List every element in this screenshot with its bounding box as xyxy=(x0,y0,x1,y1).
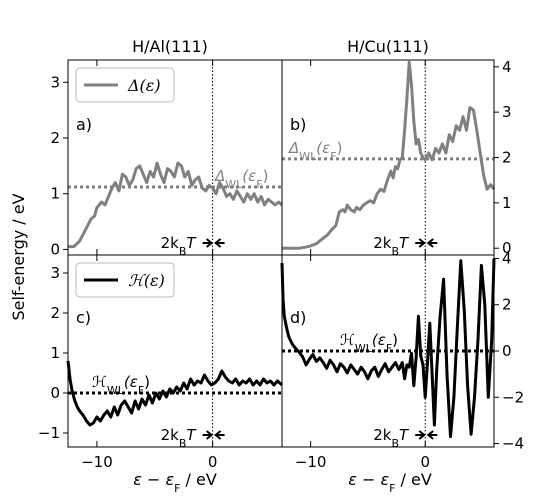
kbt-label: 2kBT xyxy=(161,426,198,450)
y-tick-label: 3 xyxy=(50,73,60,91)
x-tick-label: 0 xyxy=(420,453,430,471)
y-tick-label: 1 xyxy=(50,344,60,362)
y-tick-label: 0 xyxy=(50,240,60,258)
y-tick-label: 1 xyxy=(502,194,512,212)
y-tick-label: 4 xyxy=(502,249,512,267)
y-axis-label: Self-energy / eV xyxy=(9,193,28,320)
x-tick-label: −10 xyxy=(81,453,113,471)
wl-label: ΔWL(εF) xyxy=(288,139,342,163)
panel-2: ΔWL(εF) 2kBT 0 1 2 3 4 b) xyxy=(281,58,512,258)
column-title-left: H/Al(111) xyxy=(132,37,208,56)
x-tick-label: 0 xyxy=(208,453,218,471)
y-tick-label: −1 xyxy=(38,424,60,442)
y-tick-label: −4 xyxy=(502,435,524,453)
series-line xyxy=(66,360,283,427)
y-tick-label: 0 xyxy=(50,384,60,402)
y-tick-label: 0 xyxy=(502,239,512,257)
panel-label: a) xyxy=(76,115,92,134)
x-tick-label: −10 xyxy=(295,453,327,471)
legend-box xyxy=(75,67,175,103)
kbt-arrow-right xyxy=(415,430,426,440)
y-tick-label: 3 xyxy=(50,264,60,282)
y-tick-label: 0 xyxy=(502,342,512,360)
kbt-arrow-right xyxy=(202,238,214,248)
column-title-right: H/Cu(111) xyxy=(347,37,429,56)
y-tick-label: −2 xyxy=(502,388,524,406)
panel-1: ΔWL(εF) 2kBT 0 1 2 3 a) Δ(ε) xyxy=(50,59,283,258)
kbt-arrow-right xyxy=(415,238,426,248)
kbt-label: 2kBT xyxy=(161,234,198,258)
series-line xyxy=(282,60,496,250)
wl-label: ΔWL(εF) xyxy=(214,167,268,191)
series-line xyxy=(280,258,496,439)
y-tick-label: 2 xyxy=(50,304,60,322)
y-tick-label: 2 xyxy=(502,296,512,314)
panel-label: c) xyxy=(76,308,91,327)
panel-label: d) xyxy=(290,308,306,327)
panel-label: b) xyxy=(290,115,306,134)
kbt-arrow-right xyxy=(202,430,214,440)
kbt-label: 2kBT xyxy=(373,426,410,450)
x-axis-label-2: ε − εF / eV xyxy=(348,470,432,495)
legend: ℋ(ε) xyxy=(75,262,175,298)
legend-label: ℋ(ε) xyxy=(128,271,165,290)
kbt-label: 2kBT xyxy=(373,234,410,258)
y-tick-label: 3 xyxy=(502,103,512,121)
panels: ΔWL(εF) 2kBT 0 1 2 3 a) Δ(ε) ΔWL(εF) 2kBT 0 1 2 3 4 b) ℋ… xyxy=(38,58,524,495)
wl-label: ℋWL(εF) xyxy=(92,373,150,397)
y-tick-label: 4 xyxy=(502,58,512,76)
legend-label: Δ(ε) xyxy=(127,76,161,95)
kbt-arrow-left xyxy=(426,238,438,248)
kbt-arrow-left xyxy=(213,238,225,248)
legend: Δ(ε) xyxy=(75,67,175,103)
kbt-arrow-left xyxy=(426,430,438,440)
wl-label: ℋWL(εF) xyxy=(340,331,398,355)
y-tick-label: 2 xyxy=(50,129,60,147)
panel-4: ℋWL(εF) 2kBT −10 0 −4 −2 0 2 4 d) xyxy=(280,249,524,471)
legend-box xyxy=(75,262,175,298)
series-line xyxy=(68,161,283,249)
kbt-arrow-left xyxy=(213,430,225,440)
y-tick-label: 2 xyxy=(502,149,512,167)
y-tick-label: 1 xyxy=(50,185,60,203)
x-axis-label-1: ε − εF / eV xyxy=(133,470,217,495)
